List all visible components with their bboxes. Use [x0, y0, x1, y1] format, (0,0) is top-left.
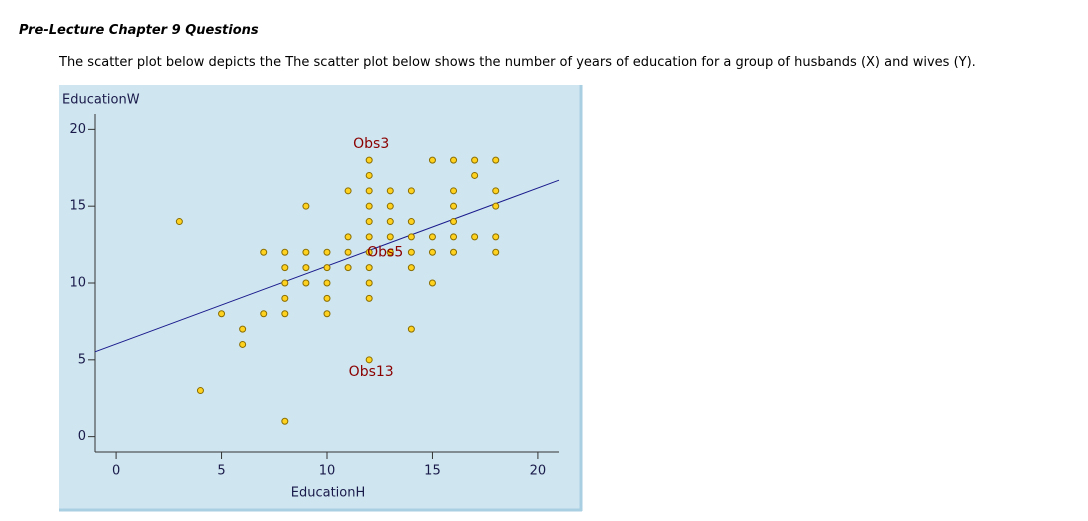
point [281, 264, 289, 272]
point [407, 264, 415, 272]
point [323, 248, 331, 256]
point [323, 279, 331, 287]
point [428, 156, 436, 164]
point [492, 187, 500, 195]
point [218, 310, 226, 318]
point [386, 233, 394, 241]
point [365, 248, 373, 256]
point [281, 294, 289, 302]
point [281, 310, 289, 318]
x-tick-label: 20 [530, 464, 547, 479]
point [344, 187, 352, 195]
point [365, 233, 373, 241]
point [302, 248, 310, 256]
point [471, 233, 479, 241]
point [260, 248, 268, 256]
point [344, 233, 352, 241]
y-axis-label: EducationW [62, 93, 140, 108]
point [302, 279, 310, 287]
x-tick-label: 0 [112, 464, 120, 479]
point [471, 156, 479, 164]
point [365, 171, 373, 179]
point [492, 248, 500, 256]
point [302, 264, 310, 272]
point [450, 202, 458, 210]
point [492, 202, 500, 210]
y-tick-label: 10 [69, 276, 86, 291]
y-tick-label: 15 [69, 199, 86, 214]
point [450, 187, 458, 195]
point [428, 279, 436, 287]
point [239, 325, 247, 333]
point [450, 233, 458, 241]
y-tick-label: 5 [78, 352, 86, 367]
point [365, 279, 373, 287]
point [492, 156, 500, 164]
point [450, 248, 458, 256]
intro: The scatter plot below depicts the The s… [59, 55, 976, 70]
point [365, 356, 373, 364]
point [239, 340, 247, 348]
annotation: Obs3 [353, 136, 389, 152]
point [407, 248, 415, 256]
y-tick-label: 0 [78, 429, 86, 444]
point [323, 294, 331, 302]
x-tick-label: 15 [424, 464, 441, 479]
point [386, 218, 394, 226]
x-axis-label: EducationH [291, 486, 366, 501]
point [428, 248, 436, 256]
point [365, 294, 373, 302]
point [365, 156, 373, 164]
point [302, 202, 310, 210]
annotation: Obs13 [349, 364, 394, 380]
point [281, 279, 289, 287]
point [365, 202, 373, 210]
point [281, 248, 289, 256]
point [450, 156, 458, 164]
chart-panel [59, 85, 582, 510]
point [281, 417, 289, 425]
point [428, 233, 436, 241]
point [386, 248, 394, 256]
point [365, 264, 373, 272]
annotation: Obs5 [367, 244, 403, 260]
point [323, 264, 331, 272]
point [492, 233, 500, 241]
point [407, 233, 415, 241]
point [323, 310, 331, 318]
x-tick-label: 5 [217, 464, 225, 479]
point [386, 187, 394, 195]
point [386, 202, 394, 210]
point [450, 218, 458, 226]
point [471, 171, 479, 179]
point [365, 218, 373, 226]
point [365, 187, 373, 195]
point [196, 387, 204, 395]
point [344, 264, 352, 272]
point [175, 218, 183, 226]
point [407, 325, 415, 333]
point [407, 187, 415, 195]
x-tick-label: 10 [319, 464, 336, 479]
y-tick-label: 20 [69, 122, 86, 137]
heading: Pre-Lecture Chapter 9 Questions [19, 23, 259, 38]
point [344, 248, 352, 256]
point [260, 310, 268, 318]
point [407, 218, 415, 226]
